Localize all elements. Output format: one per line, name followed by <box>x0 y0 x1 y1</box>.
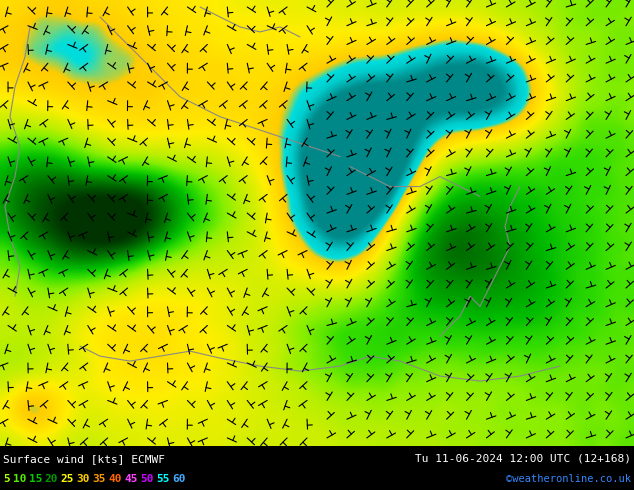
Text: 45: 45 <box>124 474 138 484</box>
Text: 20: 20 <box>44 474 58 484</box>
Text: 60: 60 <box>172 474 186 484</box>
Text: 15: 15 <box>29 474 42 484</box>
Text: Surface wind [kts] ECMWF: Surface wind [kts] ECMWF <box>3 454 165 464</box>
Text: 30: 30 <box>77 474 90 484</box>
Text: ©weatheronline.co.uk: ©weatheronline.co.uk <box>506 474 631 484</box>
Text: 35: 35 <box>93 474 106 484</box>
Text: 50: 50 <box>141 474 154 484</box>
Text: Tu 11-06-2024 12:00 UTC (12+168): Tu 11-06-2024 12:00 UTC (12+168) <box>415 454 631 464</box>
Text: 55: 55 <box>157 474 170 484</box>
Text: 5: 5 <box>3 474 10 484</box>
Text: 10: 10 <box>13 474 26 484</box>
Text: 25: 25 <box>60 474 74 484</box>
Text: 40: 40 <box>108 474 122 484</box>
